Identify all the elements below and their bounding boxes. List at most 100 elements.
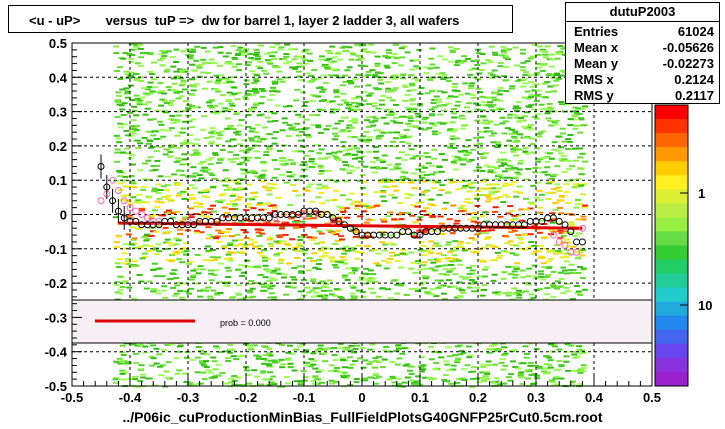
density-cell [408,82,415,85]
density-cell [161,51,168,54]
density-cell [159,364,166,367]
density-cell [394,259,401,262]
density-cell [535,62,542,65]
density-cell [426,376,433,379]
density-cell [542,96,549,99]
density-cell [361,99,367,102]
density-cell [156,250,163,253]
density-cell [215,79,222,82]
density-cell [409,107,416,110]
density-cell [379,159,386,162]
density-cell [464,106,470,109]
density-cell [535,158,542,161]
density-cell [268,292,275,295]
density-cell [428,108,435,111]
density-cell [563,256,570,259]
density-cell [551,121,558,124]
density-cell [318,369,325,372]
density-cell [510,150,517,153]
density-cell [445,191,451,194]
density-cell [129,99,136,102]
density-cell [210,235,217,238]
density-cell [575,272,582,274]
density-cell [379,287,386,290]
profile-point-pink [573,248,581,256]
density-cell [227,125,234,128]
density-cell [256,244,263,247]
density-cell [520,61,527,64]
density-cell [113,52,120,55]
density-cell [272,206,278,209]
profile-point-pink [109,176,117,184]
density-cell [286,175,293,178]
density-cell [388,180,395,183]
density-cell [247,53,254,55]
density-cell [352,78,359,81]
density-cell [452,246,459,249]
density-cell [398,134,405,137]
density-cell [232,207,239,210]
profile-point-pink [132,207,140,215]
density-cell [497,86,504,89]
density-cell [365,84,372,87]
density-cell [346,356,353,359]
profile-point-pink [143,214,151,222]
density-cell [216,64,223,67]
density-cell [453,359,460,362]
density-cell [315,126,322,129]
density-cell [175,194,182,197]
density-cell [151,262,158,265]
density-cell [312,375,319,378]
density-cell [364,245,371,248]
density-cell [333,233,340,236]
density-cell [165,198,172,201]
density-cell [374,166,381,169]
density-cell [240,145,247,148]
density-cell [457,228,464,231]
density-cell [522,73,529,76]
density-cell [289,126,296,129]
density-cell [328,231,335,233]
density-cell [225,203,232,206]
density-cell [408,68,415,71]
density-cell [136,101,143,104]
density-cell [480,246,487,249]
density-cell [227,158,234,161]
density-cell [193,138,200,141]
density-cell [537,367,544,370]
density-cell [533,196,540,199]
density-cell [552,201,559,204]
density-cell [533,289,540,292]
density-cell [518,371,525,374]
density-cell [357,237,364,240]
density-cell [214,235,221,238]
density-cell [474,59,481,62]
density-cell [120,281,127,284]
density-cell [286,105,293,107]
density-cell [239,161,246,164]
density-cell [544,287,551,289]
density-cell [148,215,155,218]
density-cell [386,163,393,166]
density-cell [316,152,323,155]
density-cell [159,275,166,278]
density-cell [327,74,334,77]
density-cell [167,155,174,158]
density-cell [210,111,217,114]
density-cell [468,371,475,373]
density-cell [186,103,193,106]
density-cell [501,250,508,253]
density-cell [508,224,515,227]
density-cell [431,187,438,190]
density-cell [328,256,335,259]
density-cell [233,180,240,183]
density-cell [450,108,457,111]
density-cell [327,52,334,55]
density-cell [146,280,153,283]
density-cell [492,210,499,213]
density-cell [295,113,302,116]
density-cell [248,57,255,60]
density-cell [479,215,486,217]
density-cell [277,234,284,237]
density-cell [533,117,540,120]
